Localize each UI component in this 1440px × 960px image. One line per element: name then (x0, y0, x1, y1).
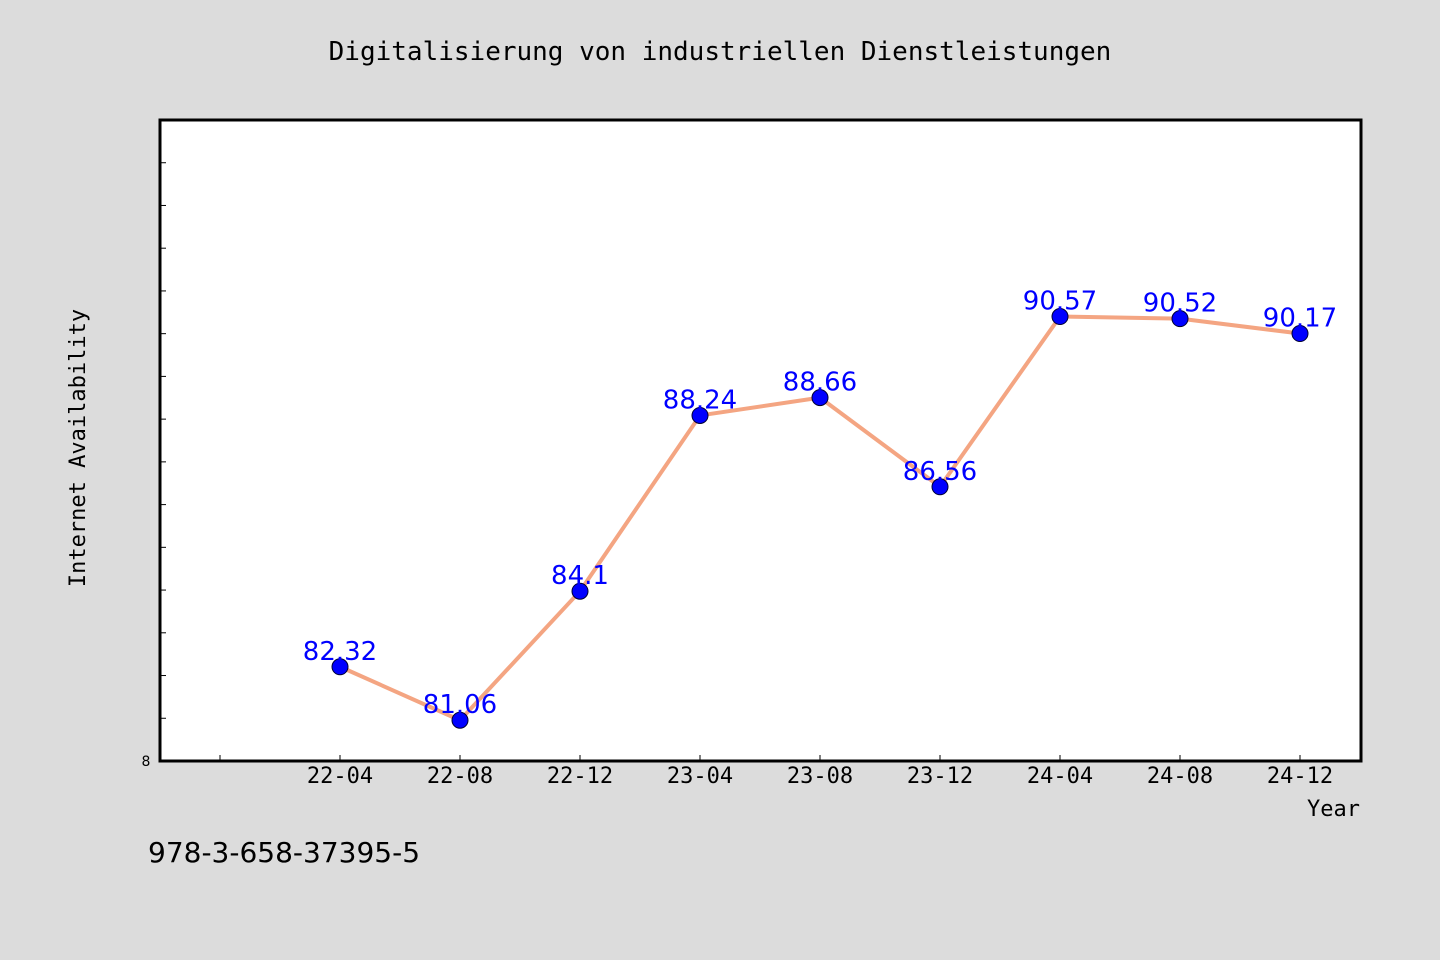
y-axis-title: Internet Availability (66, 309, 91, 587)
x-axis-tick-labels: 22-04 22-08 22-12 23-04 23-08 23-12 24-04 24-08… (307, 764, 1333, 789)
data-point (1171, 310, 1189, 328)
data-label: 90.17 (1263, 304, 1337, 334)
data-label: 88.66 (783, 368, 857, 398)
data-point (331, 658, 349, 676)
x-axis-tick-label: 22-04 (307, 764, 373, 789)
data-label: 90.52 (1143, 289, 1217, 319)
x-axis-tick-label: 24-08 (1147, 764, 1213, 789)
data-label: 88.24 (663, 385, 737, 415)
data-point (1051, 308, 1069, 326)
data-label: 82.32 (303, 637, 377, 667)
data-label: 84.1 (551, 561, 609, 591)
y-axis-ticks (160, 162, 166, 719)
data-label: 81.06 (423, 690, 497, 720)
x-axis-ticks (219, 755, 1301, 761)
series-data-labels: 82.32 81.06 84.1 88.24 88.66 86.56 90.57 90.52 9… (303, 287, 1337, 721)
data-point (691, 406, 709, 424)
x-axis-tick-label: 24-04 (1027, 764, 1093, 789)
x-axis-title: Year (1307, 797, 1360, 822)
data-point (811, 389, 829, 407)
y-axis-min-tick-label: 8 (142, 754, 151, 770)
data-point (451, 711, 469, 729)
series-points-group (331, 308, 1309, 729)
x-axis-tick-label: 23-04 (667, 764, 733, 789)
x-axis-tick-label: 24-12 (1267, 764, 1333, 789)
isbn-footer: 978-3-658-37395-5 (148, 836, 420, 869)
data-point (571, 582, 589, 600)
x-axis-tick-label: 23-12 (907, 764, 973, 789)
data-point (931, 478, 949, 496)
plot-area (158, 118, 1363, 763)
data-label: 86.56 (903, 457, 977, 487)
data-point (1291, 325, 1309, 343)
x-axis-tick-label: 23-08 (787, 764, 853, 789)
x-axis-tick-label: 22-08 (427, 764, 493, 789)
chart-title: Digitalisierung von industriellen Dienst… (329, 37, 1112, 67)
data-label: 90.57 (1023, 287, 1097, 317)
x-axis-tick-label: 22-12 (547, 764, 613, 789)
